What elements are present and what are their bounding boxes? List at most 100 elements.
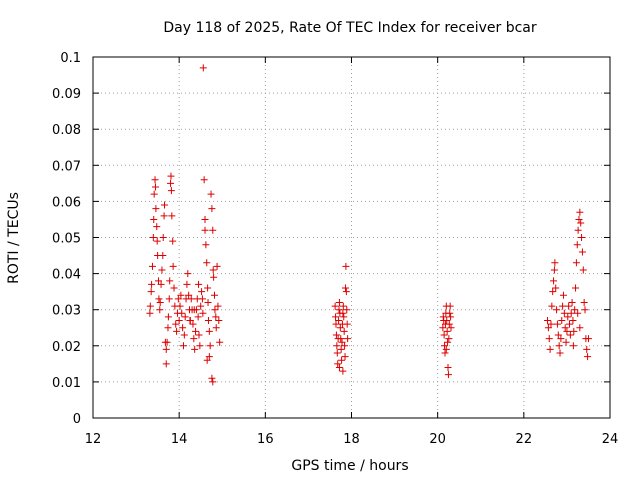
data-point [559, 302, 567, 310]
y-tick-label: 0.07 [52, 159, 81, 174]
data-point [549, 288, 557, 296]
data-point [546, 345, 554, 353]
x-tick-label: 22 [516, 432, 533, 447]
data-point [158, 266, 166, 274]
data-point [551, 259, 559, 267]
data-point [336, 324, 344, 332]
data-point [150, 215, 158, 223]
x-tick-label: 16 [257, 432, 274, 447]
data-point [173, 327, 181, 335]
data-point [155, 295, 163, 303]
chart-title: Day 118 of 2025, Rate Of TEC Index for r… [163, 20, 537, 36]
data-point [216, 338, 224, 346]
data-point [572, 284, 580, 292]
data-point [197, 302, 205, 310]
data-point [547, 320, 555, 328]
data-point [340, 327, 348, 335]
x-tick-label: 24 [602, 432, 619, 447]
data-point [556, 349, 564, 357]
data-point [207, 190, 215, 198]
data-point [206, 342, 214, 350]
data-point [161, 201, 169, 209]
data-point [156, 298, 164, 306]
data-point [574, 226, 582, 234]
data-point [162, 345, 170, 353]
data-point [192, 327, 200, 335]
y-tick-label: 0 [73, 412, 81, 427]
data-point [208, 374, 216, 382]
data-point [339, 302, 347, 310]
data-point [187, 295, 195, 303]
data-point [566, 320, 574, 328]
y-tick-label: 0.03 [52, 304, 81, 319]
data-point [445, 335, 453, 343]
data-point [201, 215, 209, 223]
data-point [578, 234, 586, 241]
data-point [573, 241, 581, 249]
data-point [164, 324, 172, 332]
y-tick-label: 0.05 [52, 232, 81, 247]
data-point [215, 317, 223, 325]
data-point [213, 262, 221, 270]
data-point [199, 309, 207, 317]
data-point [583, 345, 591, 353]
data-point [567, 309, 575, 317]
data-point [190, 306, 198, 314]
data-point [335, 317, 343, 325]
y-tick-label: 0.02 [52, 340, 81, 355]
data-point [332, 331, 340, 339]
data-point [342, 288, 350, 296]
data-point [440, 331, 448, 339]
data-point [335, 298, 343, 306]
data-point [189, 320, 197, 328]
data-point [581, 306, 589, 314]
data-point [447, 313, 455, 321]
data-point [210, 291, 218, 299]
data-point [196, 342, 204, 350]
data-point [159, 234, 167, 241]
data-point [186, 317, 194, 325]
data-point [209, 378, 217, 386]
data-point [340, 313, 348, 321]
data-point [205, 327, 213, 335]
data-point [148, 262, 156, 270]
x-tick-label: 14 [171, 432, 188, 447]
data-point [333, 342, 341, 350]
data-point [190, 335, 198, 343]
data-point [153, 237, 161, 245]
data-point [204, 298, 212, 306]
data-points [146, 64, 592, 386]
data-point [335, 363, 343, 371]
data-point [199, 64, 207, 72]
x-tick-label: 18 [343, 432, 360, 447]
data-point [550, 266, 558, 274]
data-point [577, 219, 585, 227]
data-point [565, 302, 573, 310]
data-point [561, 324, 569, 332]
data-point [149, 234, 157, 241]
data-point [544, 317, 552, 325]
data-point [334, 360, 342, 368]
data-point [558, 317, 566, 325]
data-point [579, 266, 587, 274]
data-point [185, 291, 193, 299]
data-point [162, 360, 170, 368]
data-point [447, 324, 455, 332]
data-point [571, 306, 579, 314]
data-point [444, 338, 452, 346]
data-point [444, 371, 452, 379]
data-point [166, 277, 174, 285]
data-point [344, 335, 352, 343]
data-point [338, 338, 346, 346]
data-point [444, 363, 452, 371]
data-point [178, 309, 186, 317]
data-point [175, 317, 183, 325]
y-tick-label: 0.1 [60, 51, 81, 66]
data-point [341, 353, 349, 361]
data-point [569, 342, 577, 350]
data-point [172, 320, 180, 328]
data-point [337, 345, 345, 353]
data-point [177, 291, 185, 299]
data-point [443, 317, 451, 325]
